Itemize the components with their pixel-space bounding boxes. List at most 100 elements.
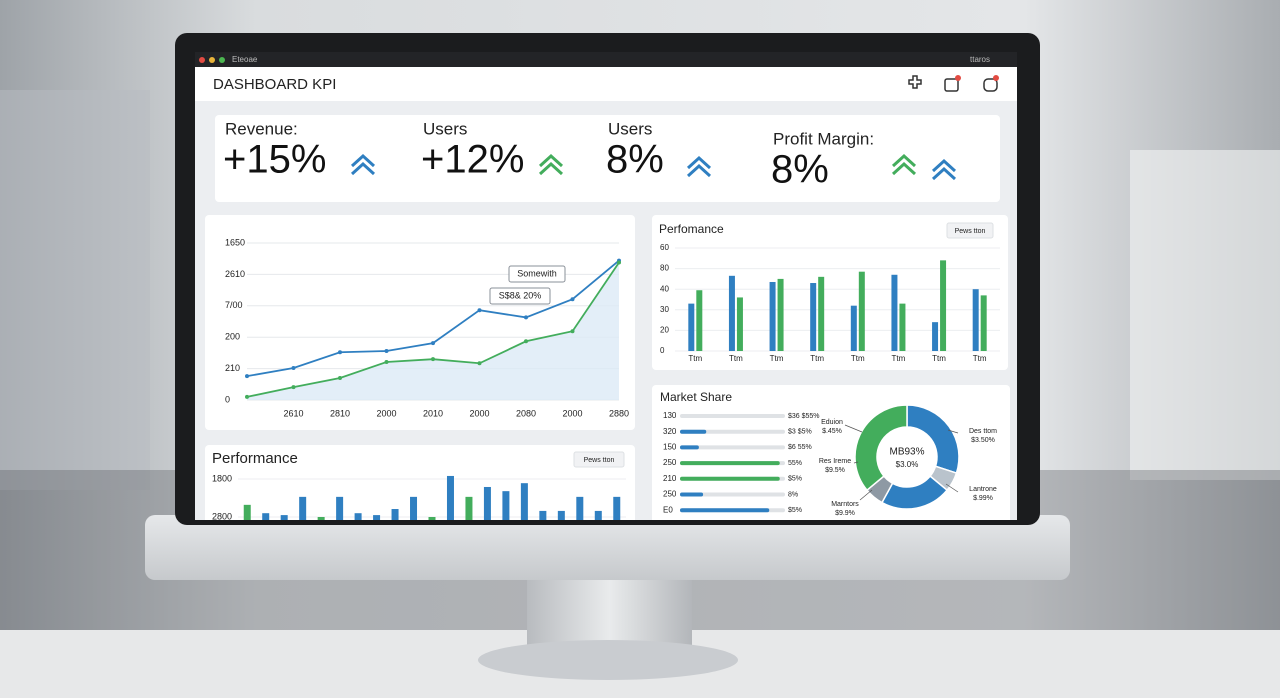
trend-arrow — [891, 161, 917, 176]
callout-line — [945, 483, 959, 493]
bar-note: $36 $55% — [788, 413, 820, 420]
kpi-value: +15% — [223, 138, 326, 182]
window-minimize[interactable] — [209, 57, 215, 63]
bar — [769, 281, 776, 351]
monitor-stand — [527, 575, 692, 650]
y-tick-label: 0 — [225, 394, 230, 404]
inbox-icon[interactable] — [944, 78, 959, 92]
notification-icon[interactable] — [983, 78, 998, 92]
point — [477, 361, 482, 366]
window-maximize[interactable] — [219, 57, 225, 63]
bar — [972, 289, 979, 351]
bar — [688, 303, 695, 351]
callout-line — [859, 489, 873, 501]
annotation-box — [489, 287, 551, 305]
x-tick-label: 2880 — [609, 408, 629, 418]
x-tick-label: 2810 — [330, 408, 350, 418]
point — [384, 360, 389, 365]
y-tick-label: 1650 — [225, 237, 245, 247]
header-bar — [195, 67, 1020, 101]
y-tick-label: 7/00 — [225, 300, 243, 310]
kpi-label: Profit Margin: — [773, 129, 874, 148]
kpi-value: +12% — [421, 138, 524, 182]
kpi-label: Users — [608, 119, 652, 138]
y-tick-label: 30 — [660, 305, 669, 314]
trend-arrow — [350, 153, 376, 168]
bar — [728, 275, 735, 351]
dashboard: Eteoae ttaros DASHBOARD KPI Revenue:+15%… — [195, 52, 1020, 521]
callout-name: Marntors — [831, 501, 859, 508]
category-label: 250 — [663, 490, 677, 499]
button[interactable] — [573, 451, 625, 468]
bar — [818, 276, 825, 351]
callout-line — [844, 424, 863, 433]
bar — [680, 429, 707, 434]
y-tick-label: 2800 — [212, 511, 232, 521]
y-tick-label: 40 — [660, 284, 669, 293]
x-tick-label: Ttm — [973, 354, 987, 363]
bar — [932, 322, 939, 351]
bar — [483, 486, 491, 520]
y-tick-label: 20 — [660, 326, 669, 335]
bar — [502, 491, 510, 520]
button[interactable] — [946, 222, 994, 239]
bar-note: $5% — [788, 476, 802, 483]
x-tick-label: 2000 — [562, 408, 582, 418]
y-tick-label: 2610 — [225, 269, 245, 279]
point — [431, 341, 435, 346]
y-tick-label: 80 — [660, 264, 669, 273]
bar — [391, 509, 399, 520]
x-tick-label: Ttm — [688, 354, 702, 363]
x-tick-label: Ttm — [932, 354, 946, 363]
bar-note: $5% — [788, 507, 802, 514]
x-tick-label: 2000 — [469, 408, 489, 418]
bar-note: 8% — [788, 491, 798, 498]
point — [570, 329, 575, 334]
bar-track — [680, 429, 785, 434]
point — [617, 260, 621, 265]
callout-name: Eduion — [821, 419, 843, 426]
category-label: E0 — [663, 505, 673, 514]
point — [338, 350, 342, 355]
bar — [465, 496, 473, 520]
kpi-panel — [215, 115, 1000, 202]
callout-name: Lantrone — [969, 486, 997, 493]
category-label: 130 — [663, 411, 677, 420]
y-tick-label: 200 — [225, 332, 240, 342]
bar — [680, 445, 699, 450]
add-icon[interactable] — [908, 75, 922, 89]
x-tick-label: 2080 — [516, 408, 536, 418]
header-title: DASHBOARD KPI — [213, 76, 336, 93]
bar-track — [680, 414, 785, 418]
button-label: Pews tton — [584, 457, 615, 464]
bar — [680, 492, 704, 497]
x-tick-label: Ttm — [892, 354, 906, 363]
bar — [373, 515, 381, 520]
window-blur — [0, 90, 150, 490]
window-title: Eteoae — [232, 55, 258, 64]
trend-arrow — [538, 161, 564, 176]
category-label: 210 — [663, 474, 677, 483]
bar — [680, 508, 770, 513]
bar-track — [680, 445, 785, 450]
bar — [354, 513, 362, 520]
panel-title: Performance — [212, 450, 298, 467]
kpi-label: Revenue: — [225, 119, 298, 138]
bar — [280, 515, 288, 520]
callout-name: Des ttom — [969, 428, 997, 435]
monitor-chin — [145, 515, 1070, 580]
point — [338, 376, 342, 381]
callout-value: $.99% — [973, 495, 993, 502]
point — [431, 357, 435, 362]
bar — [428, 517, 436, 520]
category-label: 320 — [663, 427, 677, 436]
point — [524, 339, 528, 344]
window-close[interactable] — [199, 57, 205, 63]
x-tick-label: Ttm — [729, 354, 743, 363]
callout-value: $.45% — [822, 428, 842, 435]
bar — [576, 496, 584, 520]
bar — [336, 496, 344, 520]
bar — [850, 305, 857, 351]
bar — [980, 295, 987, 351]
